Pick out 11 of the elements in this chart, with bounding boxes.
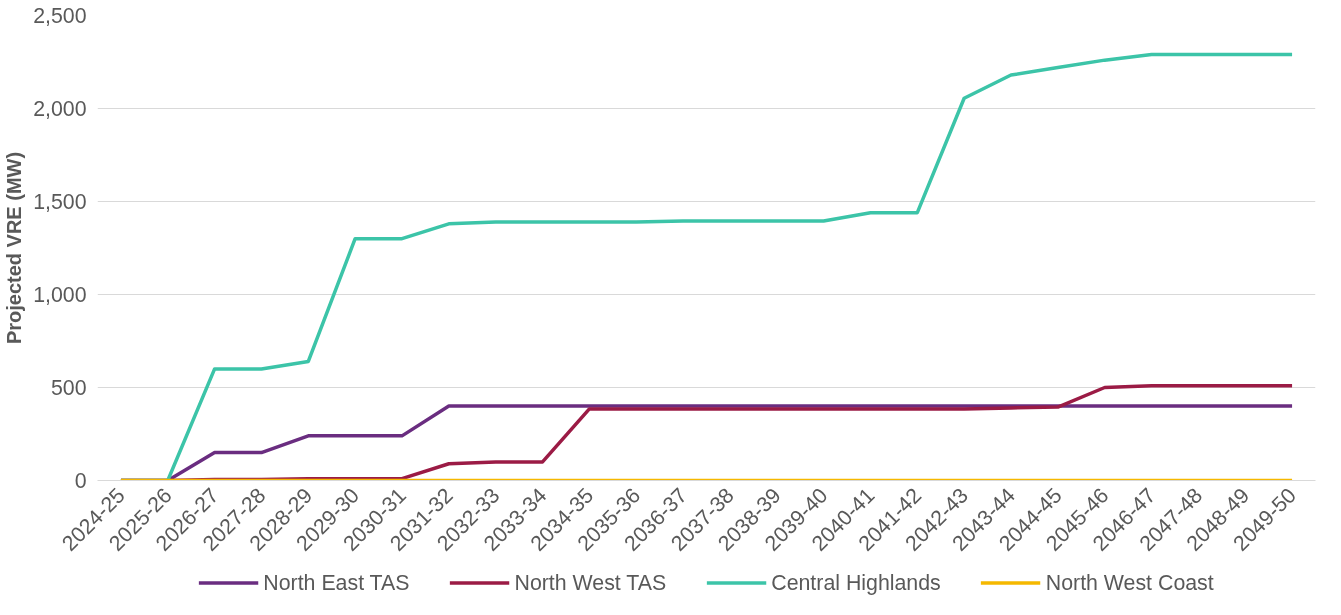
legend-label: North West Coast <box>1045 570 1214 595</box>
legend-label: North East TAS <box>263 570 410 595</box>
y-tick-label: 2,000 <box>33 97 87 121</box>
y-tick-label: 0 <box>74 469 87 493</box>
y-tick-label: 1,500 <box>33 190 87 214</box>
y-tick-label: 500 <box>50 376 87 400</box>
y-tick-label: 1,000 <box>33 283 87 307</box>
y-axis-title: Projected VRE (MW) <box>3 151 26 345</box>
legend-label: North West TAS <box>514 570 667 595</box>
y-tick-label: 2,500 <box>33 4 87 28</box>
legend-label: Central Highlands <box>771 570 941 595</box>
